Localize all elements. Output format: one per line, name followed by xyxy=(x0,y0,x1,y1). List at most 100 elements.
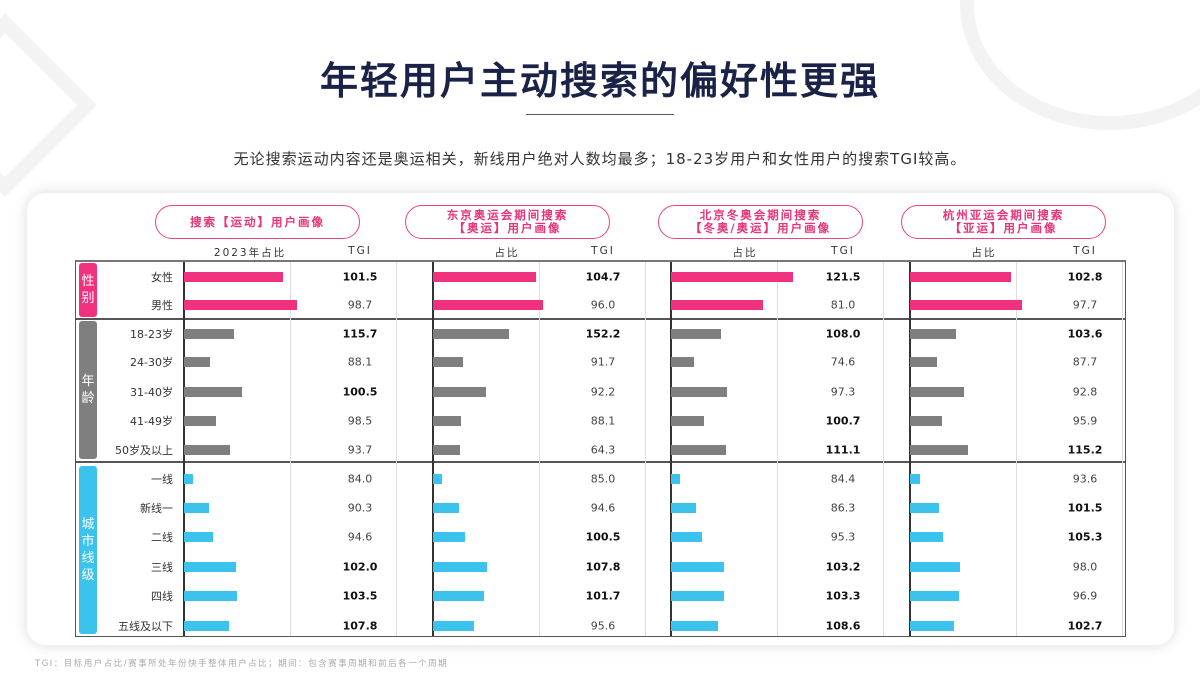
tgi-value: 93.6 xyxy=(1072,472,1098,486)
tgi-value: 107.8 xyxy=(585,560,621,574)
bar-axis xyxy=(432,262,434,636)
tgi-value: 92.2 xyxy=(590,385,616,399)
row-label: 18-23岁 xyxy=(130,328,173,341)
title-underline xyxy=(526,114,674,115)
share-bar xyxy=(910,329,956,339)
tgi-value: 95.9 xyxy=(1072,414,1098,428)
share-bar xyxy=(433,503,459,513)
share-bar xyxy=(910,532,943,542)
tgi-value: 100.7 xyxy=(825,414,861,428)
share-bar xyxy=(671,387,727,397)
tgi-value: 107.8 xyxy=(342,619,378,633)
share-bar xyxy=(433,562,487,572)
group-label-gender: 性别 xyxy=(79,263,97,317)
share-bar xyxy=(433,532,465,542)
tgi-value: 121.5 xyxy=(825,270,861,284)
tgi-value: 101.5 xyxy=(1067,501,1103,515)
share-bar xyxy=(671,532,702,542)
row-label: 一线 xyxy=(151,473,173,486)
tgi-value: 105.3 xyxy=(1067,530,1103,544)
share-bar xyxy=(671,300,763,310)
tgi-value: 98.5 xyxy=(347,414,373,428)
bar-axis xyxy=(670,262,672,636)
tgi-value: 102.0 xyxy=(342,560,378,574)
row-label: 二线 xyxy=(151,531,173,544)
share-bar xyxy=(433,474,442,484)
tgi-value: 100.5 xyxy=(585,530,621,544)
share-bar xyxy=(671,503,696,513)
bar-axis xyxy=(909,262,911,636)
share-column-header: 占比 xyxy=(494,247,520,259)
share-bar xyxy=(671,329,721,339)
tgi-value: 108.0 xyxy=(825,327,861,341)
tgi-value: 95.6 xyxy=(590,619,616,633)
tgi-column-header: TGI xyxy=(831,245,855,257)
grid-line xyxy=(1016,262,1017,636)
share-bar xyxy=(910,474,920,484)
grid-line xyxy=(777,262,778,636)
tgi-value: 94.6 xyxy=(347,530,373,544)
tgi-value: 96.9 xyxy=(1072,589,1098,603)
tgi-value: 152.2 xyxy=(585,327,621,341)
share-bar xyxy=(671,562,724,572)
share-bar xyxy=(433,591,484,601)
tgi-value: 92.8 xyxy=(1072,385,1098,399)
tgi-value: 93.7 xyxy=(347,443,373,457)
tgi-value: 90.3 xyxy=(347,501,373,515)
tgi-value: 95.3 xyxy=(830,530,856,544)
tgi-value: 94.6 xyxy=(590,501,616,515)
tgi-value: 96.0 xyxy=(590,298,616,312)
tgi-value: 102.8 xyxy=(1067,270,1103,284)
share-bar xyxy=(184,387,242,397)
grid-line xyxy=(539,262,540,636)
tgi-value: 81.0 xyxy=(830,298,856,312)
tgi-value: 97.7 xyxy=(1072,298,1098,312)
share-bar xyxy=(910,357,937,367)
tgi-value: 98.0 xyxy=(1072,560,1098,574)
share-bar xyxy=(433,416,461,426)
tgi-value: 103.6 xyxy=(1067,327,1103,341)
row-label: 四线 xyxy=(151,590,173,603)
panel-title-line: 【冬奥/奥运】用户画像 xyxy=(689,221,832,235)
tgi-value: 87.7 xyxy=(1072,355,1098,369)
tgi-value: 91.7 xyxy=(590,355,616,369)
share-bar xyxy=(184,591,237,601)
group-label-city: 城市线级 xyxy=(79,466,97,634)
tgi-value: 85.0 xyxy=(590,472,616,486)
row-group-divider xyxy=(75,318,1126,320)
tgi-value: 111.1 xyxy=(825,443,861,457)
share-bar xyxy=(433,357,463,367)
share-bar xyxy=(671,272,793,282)
share-bar xyxy=(910,416,942,426)
share-bar xyxy=(671,621,718,631)
tgi-value: 74.6 xyxy=(830,355,856,369)
grid-line xyxy=(645,262,646,636)
tgi-value: 64.3 xyxy=(590,443,616,457)
bar-axis xyxy=(183,262,185,636)
share-column-header: 占比 xyxy=(732,247,758,259)
data-table xyxy=(75,260,1126,637)
share-bar xyxy=(184,300,297,310)
row-label: 五线及以下 xyxy=(118,620,173,633)
tgi-value: 98.7 xyxy=(347,298,373,312)
panel-title-pill: 杭州亚运会期间搜索 【亚运】用户画像 xyxy=(901,205,1106,239)
group-label-age: 年龄 xyxy=(79,321,97,459)
share-bar xyxy=(184,562,236,572)
share-bar xyxy=(910,445,968,455)
panel-title-line: 杭州亚运会期间搜索 xyxy=(942,208,1065,222)
share-bar xyxy=(910,503,939,513)
share-bar xyxy=(184,503,209,513)
panel-title-pill: 搜索【运动】用户画像 xyxy=(155,205,360,239)
panel-title-line: 北京冬奥会期间搜索 xyxy=(699,208,822,222)
tgi-value: 115.2 xyxy=(1067,443,1103,457)
tgi-value: 86.3 xyxy=(830,501,856,515)
panel-title-line: 搜索【运动】用户画像 xyxy=(190,214,325,229)
share-bar xyxy=(910,562,960,572)
panel-title-pill: 北京冬奥会期间搜索 【冬奥/奥运】用户画像 xyxy=(658,205,863,239)
share-bar xyxy=(671,357,694,367)
grid-line xyxy=(396,262,397,636)
tgi-value: 84.4 xyxy=(830,472,856,486)
panel-title-line: 【奥运】用户画像 xyxy=(453,221,562,235)
tgi-value: 84.0 xyxy=(347,472,373,486)
page-subtitle: 无论搜索运动内容还是奥运相关，新线用户绝对人数均最多；18-23岁用户和女性用户… xyxy=(233,150,967,168)
